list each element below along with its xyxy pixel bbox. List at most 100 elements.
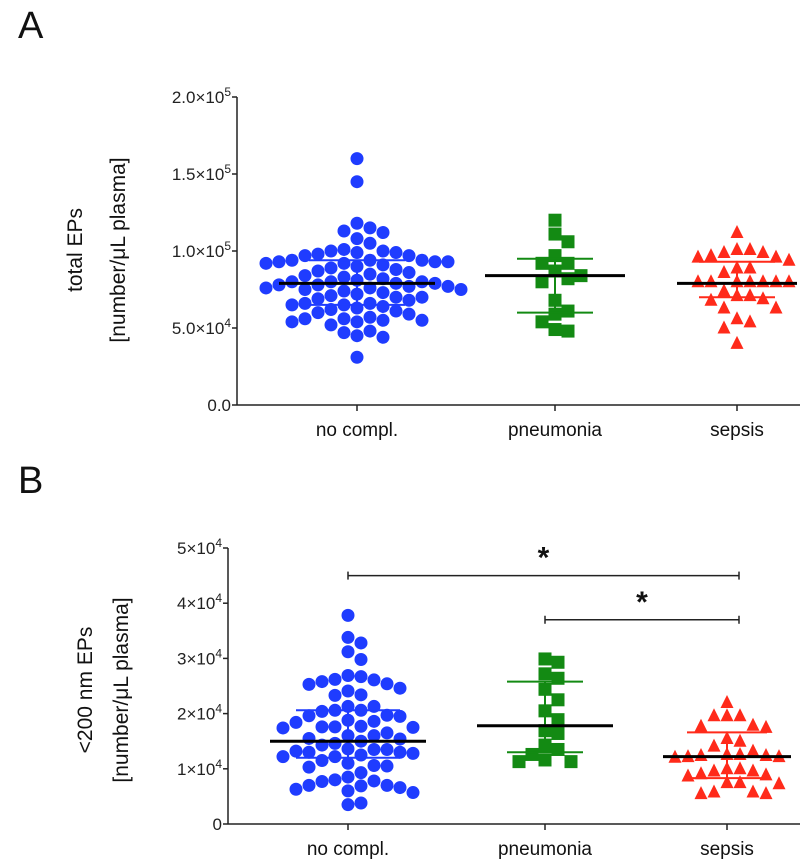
data-point-sepsis [720,708,734,722]
data-point-nocompl [302,709,316,723]
data-point-sepsis [704,292,718,306]
data-point-sepsis [707,763,721,777]
x-tick-label: no compl. [316,420,398,441]
data-point-nocompl [341,784,355,798]
data-point-nocompl [376,244,390,258]
data-point-nocompl [285,298,299,312]
data-point-nocompl [363,296,377,310]
data-point-nocompl [380,726,394,740]
data-point-nocompl [393,732,407,746]
data-point-nocompl [328,750,342,764]
y-axis-label: total EPs [64,208,87,292]
data-point-sepsis [769,274,783,288]
data-point-nocompl [311,264,325,278]
data-point-nocompl [363,236,377,250]
data-point-nocompl [337,284,351,298]
data-point-nocompl [454,283,468,296]
data-point-sepsis [772,776,786,790]
data-point-pneumonia [551,713,565,727]
data-point-nocompl [298,296,312,310]
data-point-nocompl [363,310,377,324]
data-point-nocompl [328,688,342,702]
data-point-nocompl [406,720,420,734]
data-point-nocompl [402,293,416,307]
data-point-nocompl [324,289,338,303]
data-point-nocompl [354,670,368,684]
data-point-pneumonia [548,227,562,241]
data-point-pneumonia [551,693,565,707]
data-point-pneumonia [548,307,562,321]
data-point-nocompl [302,760,316,774]
y-axis-label: <200 nm EPs [74,627,97,754]
data-point-pneumonia [535,315,549,329]
data-point-nocompl [380,708,394,722]
data-point-nocompl [298,312,312,326]
data-point-nocompl [341,608,355,622]
data-point-nocompl [298,283,312,296]
data-point-nocompl [276,750,290,764]
data-point-nocompl [315,675,329,689]
y-tick-label: 1×104 [177,757,222,779]
data-point-nocompl [376,330,390,344]
data-point-pneumonia [535,275,549,289]
data-point-nocompl [402,266,416,280]
data-point-sepsis [720,775,734,789]
data-point-pneumonia [561,256,575,270]
x-tick-label: no compl. [307,839,389,860]
x-tick-label: pneumonia [498,839,592,860]
data-point-nocompl [259,256,273,270]
data-point-nocompl [324,303,338,317]
data-point-nocompl [376,313,390,327]
data-point-nocompl [337,224,351,238]
data-point-sepsis [759,748,773,762]
data-point-sepsis [730,311,744,325]
data-point-nocompl [363,221,377,235]
data-point-nocompl [354,636,368,650]
data-point-nocompl [441,255,455,269]
data-point-nocompl [337,256,351,270]
data-point-nocompl [376,299,390,313]
data-point-nocompl [428,255,442,269]
data-point-pneumonia [548,213,562,227]
data-point-nocompl [354,719,368,733]
data-point-sepsis [707,738,721,752]
data-point-sepsis [681,768,695,782]
data-point-nocompl [363,324,377,338]
data-point-sepsis [720,695,734,709]
data-point-nocompl [389,262,403,276]
data-point-nocompl [393,781,407,795]
data-point-pneumonia [538,667,552,681]
data-point-sepsis [733,733,747,747]
data-point-sepsis [759,786,773,800]
data-point-nocompl [350,152,364,166]
data-point-nocompl [376,226,390,240]
panel-label: A [18,5,44,47]
data-point-nocompl [324,261,338,275]
data-point-nocompl [393,681,407,695]
data-point-nocompl [367,673,381,687]
x-tick-label: sepsis [700,839,754,860]
data-point-nocompl [328,773,342,787]
data-point-nocompl [389,290,403,304]
data-point-sepsis [694,766,708,780]
y-tick-label: 1.0×105 [172,239,231,261]
data-point-pneumonia [561,235,575,249]
data-point-nocompl [341,630,355,644]
y-tick-label: 2.0×105 [172,85,231,107]
data-point-nocompl [415,313,429,327]
data-point-nocompl [341,645,355,659]
data-point-nocompl [350,246,364,260]
data-point-sepsis [782,252,796,266]
data-point-nocompl [324,275,338,289]
data-point-pneumonia [551,671,565,685]
y-axis-label: [number/μL plasma] [110,597,133,782]
data-point-nocompl [315,704,329,718]
data-point-nocompl [350,175,364,189]
significance-label: * [538,542,550,575]
y-tick-label: 3×104 [177,646,222,668]
data-point-sepsis [746,763,760,777]
data-point-nocompl [289,782,303,796]
data-point-sepsis [694,748,708,762]
data-point-sepsis [743,288,757,302]
data-point-nocompl [406,746,420,760]
